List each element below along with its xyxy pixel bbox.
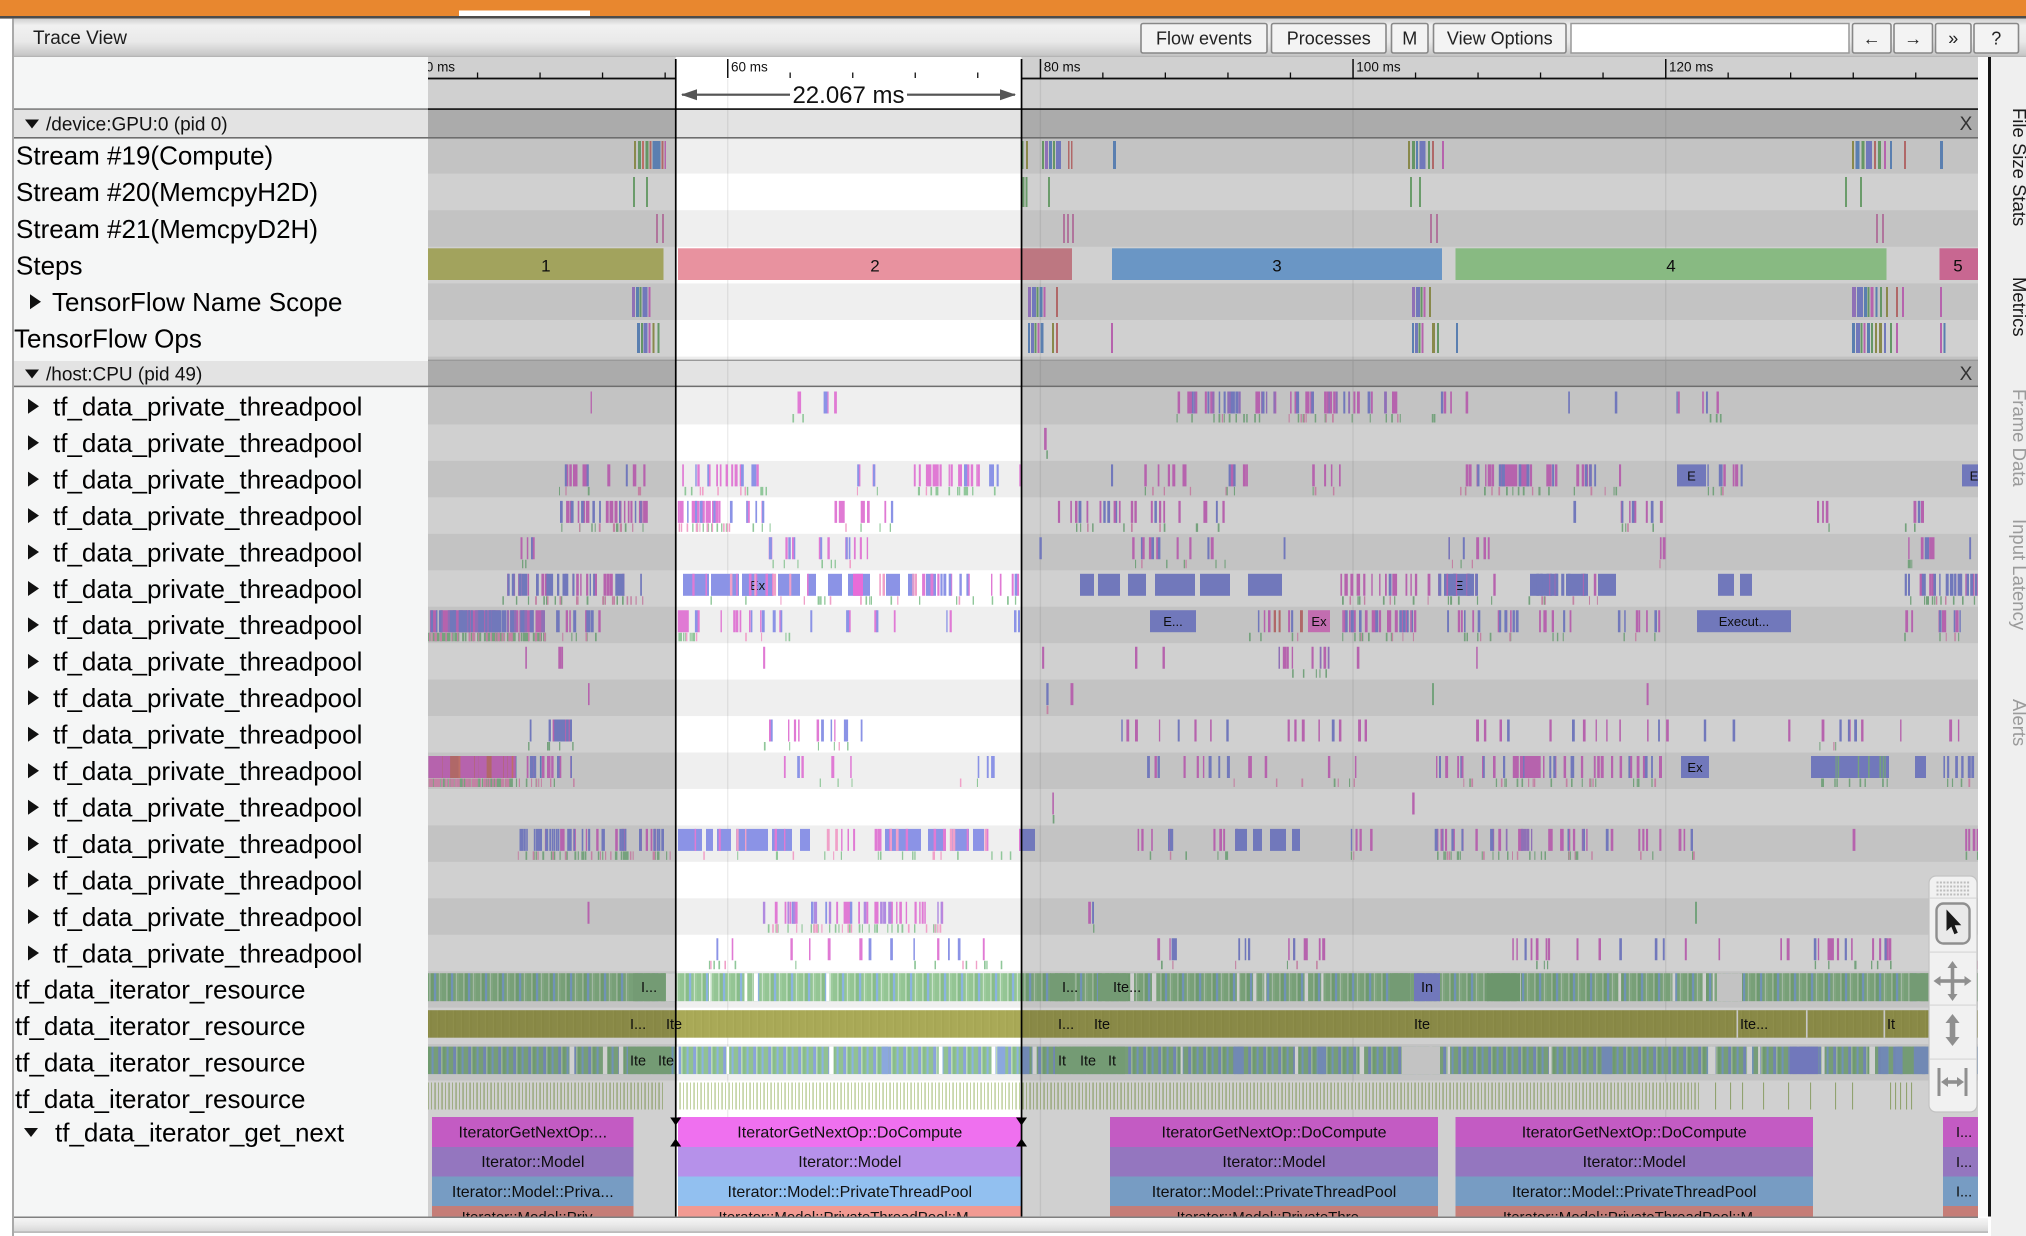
svg-text:View Options: View Options — [1447, 29, 1553, 49]
svg-text:Iterator::Model::PrivateThread: Iterator::Model::PrivateThreadPool — [1512, 1184, 1757, 1201]
svg-text:Iterator::Model: Iterator::Model — [798, 1154, 901, 1171]
svg-text:tf_data_iterator_resource: tf_data_iterator_resource — [15, 1084, 306, 1114]
svg-text:→: → — [1904, 29, 1922, 49]
svg-text:Stream #19(Compute): Stream #19(Compute) — [16, 141, 273, 171]
svg-text:I...: I... — [1956, 1125, 1972, 1141]
svg-text:TensorFlow Name Scope: TensorFlow Name Scope — [52, 287, 342, 317]
svg-text:IteratorGetNextOp::DoCompute: IteratorGetNextOp::DoCompute — [737, 1125, 962, 1142]
svg-text:Iterator::Model::Priv...: Iterator::Model::Priv... — [462, 1209, 604, 1226]
svg-text:X: X — [1960, 114, 1973, 135]
svg-text:60 ms: 60 ms — [731, 60, 768, 75]
svg-text:120 ms: 120 ms — [1669, 60, 1714, 75]
svg-text:Ex: Ex — [1687, 760, 1703, 775]
svg-text:Ite: Ite — [658, 1054, 674, 1070]
svg-text:tf_data_private_threadpool: tf_data_private_threadpool — [53, 793, 362, 823]
svg-text:Input Latency: Input Latency — [2009, 519, 2026, 631]
svg-text:X: X — [1960, 364, 1973, 385]
svg-text:tf_data_private_threadpool: tf_data_private_threadpool — [53, 464, 362, 494]
svg-text:File Size Stats: File Size Stats — [2009, 108, 2026, 226]
svg-text:Execut...: Execut... — [1719, 614, 1770, 629]
svg-text:IteratorGetNextOp::DoCompute: IteratorGetNextOp::DoCompute — [1522, 1125, 1747, 1142]
svg-text:tf_data_private_threadpool: tf_data_private_threadpool — [53, 501, 362, 531]
svg-text:E: E — [1455, 578, 1464, 593]
svg-text:In: In — [1421, 980, 1433, 996]
svg-text:Stream #21(MemcpyD2H): Stream #21(MemcpyD2H) — [16, 214, 318, 244]
svg-text:I...: I... — [1058, 1017, 1074, 1033]
svg-text:It: It — [1058, 1054, 1066, 1070]
svg-text:It: It — [1887, 1017, 1895, 1033]
svg-text:TensorFlow Ops: TensorFlow Ops — [14, 324, 202, 354]
svg-text:tf_data_iterator_get_next: tf_data_iterator_get_next — [55, 1118, 345, 1148]
svg-text:tf_data_private_threadpool: tf_data_private_threadpool — [53, 938, 362, 968]
svg-text:tf_data_iterator_resource: tf_data_iterator_resource — [15, 975, 306, 1005]
svg-text:80 ms: 80 ms — [1044, 60, 1081, 75]
svg-text:tf_data_iterator_resource: tf_data_iterator_resource — [15, 1011, 306, 1041]
svg-text:It: It — [1108, 1054, 1116, 1070]
svg-text:Ite: Ite — [1414, 1017, 1430, 1033]
svg-text:tf_data_private_threadpool: tf_data_private_threadpool — [53, 647, 362, 677]
svg-text:Iterator::Model::PrivateThread: Iterator::Model::PrivateThreadPool — [1152, 1184, 1397, 1201]
svg-text:Stream #20(MemcpyH2D): Stream #20(MemcpyH2D) — [16, 177, 318, 207]
svg-text:/device:GPU:0 (pid 0): /device:GPU:0 (pid 0) — [46, 115, 228, 136]
svg-text:E: E — [1970, 468, 1979, 483]
svg-text:M: M — [1402, 29, 1417, 49]
svg-text:I...: I... — [641, 980, 657, 996]
svg-text:Iterator::Model::PrivateThread: Iterator::Model::PrivateThreadPool::M... — [1503, 1209, 1766, 1226]
svg-text:»: » — [1948, 29, 1958, 49]
svg-text:Ite: Ite — [630, 1054, 646, 1070]
svg-text:tf_data_private_threadpool: tf_data_private_threadpool — [53, 610, 362, 640]
svg-text:Ite: Ite — [1080, 1054, 1096, 1070]
svg-text:E...: E... — [1163, 614, 1183, 629]
svg-text:1: 1 — [541, 257, 550, 276]
svg-text:IteratorGetNextOp::DoCompute: IteratorGetNextOp::DoCompute — [1162, 1125, 1387, 1142]
svg-text:Alerts: Alerts — [2009, 699, 2026, 746]
svg-text:Ite: Ite — [666, 1017, 682, 1033]
svg-text:?: ? — [1991, 29, 2001, 49]
svg-text:tf_data_private_threadpool: tf_data_private_threadpool — [53, 865, 362, 895]
svg-text:tf_data_private_threadpool: tf_data_private_threadpool — [53, 720, 362, 750]
svg-text:Ite...: Ite... — [1740, 1017, 1768, 1033]
svg-text:Frame Data: Frame Data — [2009, 389, 2026, 487]
svg-text:100 ms: 100 ms — [1356, 60, 1401, 75]
svg-text:Iterator::Model::PrivateThread: Iterator::Model::PrivateThreadPool — [728, 1184, 973, 1201]
svg-text:4: 4 — [1666, 257, 1675, 276]
svg-text:Iterator::Model: Iterator::Model — [1222, 1154, 1325, 1171]
svg-text:Iterator::Model: Iterator::Model — [1583, 1154, 1686, 1171]
svg-text:Iterator::Model::Priva...: Iterator::Model::Priva... — [452, 1184, 614, 1201]
svg-text:Iterator::Model: Iterator::Model — [481, 1154, 584, 1171]
svg-text:Ite...: Ite... — [1113, 980, 1141, 996]
svg-text:Ite: Ite — [1094, 1017, 1110, 1033]
svg-text:3: 3 — [1272, 257, 1281, 276]
svg-text:Ex: Ex — [1311, 614, 1327, 629]
svg-text:tf_data_private_threadpool: tf_data_private_threadpool — [53, 829, 362, 859]
svg-text:5: 5 — [1953, 257, 1962, 276]
svg-text:IteratorGetNextOp:...: IteratorGetNextOp:... — [459, 1125, 608, 1142]
svg-text:/host:CPU (pid 49): /host:CPU (pid 49) — [46, 365, 202, 386]
svg-text:40 ms: 40 ms — [418, 60, 455, 75]
svg-text:Iterator::Model::PrivateThre..: Iterator::Model::PrivateThre... — [1176, 1209, 1371, 1226]
svg-text:tf_data_private_threadpool: tf_data_private_threadpool — [53, 574, 362, 604]
svg-text:Iterator::Model::PrivateThread: Iterator::Model::PrivateThreadPool::M... — [718, 1209, 981, 1226]
svg-text:tf_data_private_threadpool: tf_data_private_threadpool — [53, 392, 362, 422]
svg-text:tf_data_private_threadpool: tf_data_private_threadpool — [53, 683, 362, 713]
svg-text:Ex: Ex — [750, 578, 766, 593]
svg-text:I...: I... — [1956, 1155, 1972, 1171]
svg-text:tf_data_private_threadpool: tf_data_private_threadpool — [53, 428, 362, 458]
svg-text:I...: I... — [1062, 980, 1078, 996]
svg-text:tf_data_private_threadpool: tf_data_private_threadpool — [53, 756, 362, 786]
svg-text:E: E — [1687, 468, 1696, 483]
svg-text:←: ← — [1863, 29, 1881, 49]
svg-text:tf_data_private_threadpool: tf_data_private_threadpool — [53, 902, 362, 932]
svg-text:22.067 ms: 22.067 ms — [792, 82, 904, 109]
svg-text:tf_data_private_threadpool: tf_data_private_threadpool — [53, 537, 362, 567]
svg-text:2: 2 — [870, 257, 879, 276]
svg-text:I...: I... — [630, 1017, 646, 1033]
svg-text:I...: I... — [1956, 1185, 1972, 1201]
svg-text:Flow events: Flow events — [1156, 29, 1252, 49]
svg-text:Metrics: Metrics — [2009, 277, 2026, 337]
svg-text:tf_data_iterator_resource: tf_data_iterator_resource — [15, 1048, 306, 1078]
svg-text:Trace View: Trace View — [33, 28, 127, 49]
svg-text:Processes: Processes — [1287, 29, 1371, 49]
svg-text:Steps: Steps — [16, 250, 83, 280]
